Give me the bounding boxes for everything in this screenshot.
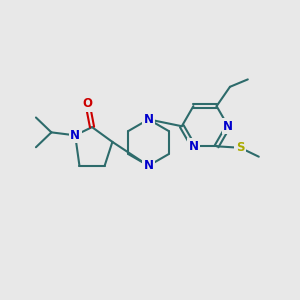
Text: N: N: [70, 129, 80, 142]
Text: N: N: [143, 113, 154, 126]
Text: N: N: [143, 159, 154, 172]
Text: O: O: [82, 98, 93, 110]
Text: N: N: [188, 140, 198, 153]
Text: S: S: [236, 141, 244, 154]
Text: N: N: [223, 120, 233, 133]
